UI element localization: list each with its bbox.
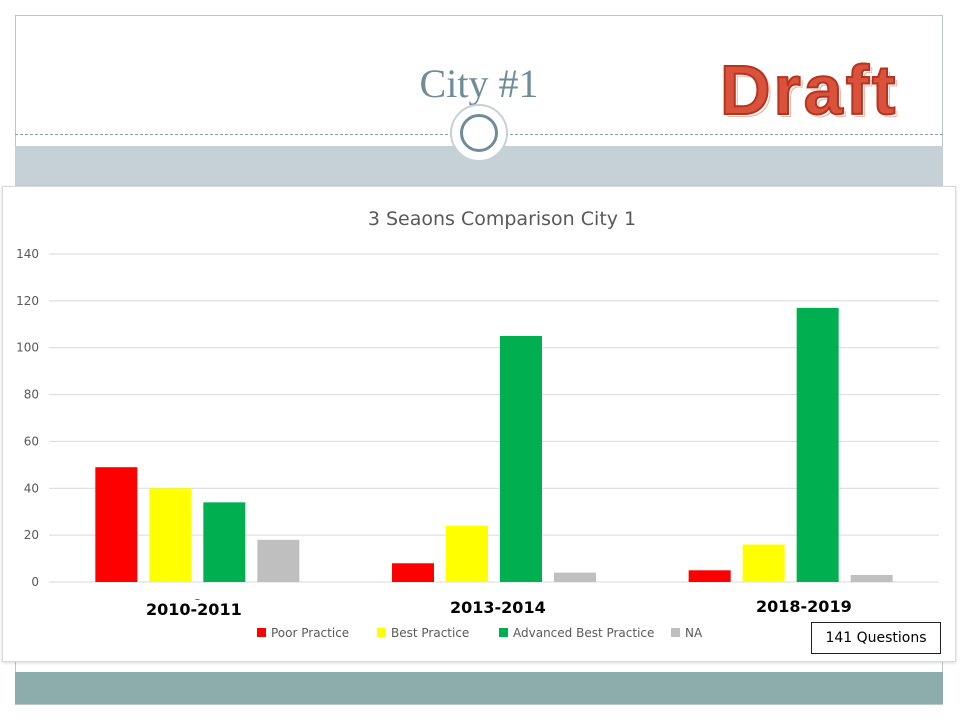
y-tick-label-0: 0 (31, 575, 39, 589)
chart-title: 3 Seaons Comparison City 1 (368, 208, 636, 230)
bar-na-1 (554, 572, 596, 582)
draft-watermark: Draft (719, 50, 899, 130)
legend-swatch-2 (499, 628, 508, 637)
bottom-band (15, 672, 943, 704)
bar-poor-practice-1 (392, 563, 434, 582)
y-tick-label-60: 60 (24, 434, 39, 448)
season-label-2013-2014: 2013-2014 (448, 598, 548, 617)
slide-title: City #1 (419, 61, 539, 106)
y-tick-label-140: 140 (16, 247, 39, 261)
legend-swatch-0 (257, 628, 266, 637)
chart-panel: 3 Seaons Comparison City 1 0 20 40 60 80 100 12… (2, 186, 956, 662)
bar-na-2 (850, 574, 893, 582)
bar-poor-practice-0 (95, 467, 138, 582)
bar-advanced-best-practice-2 (796, 307, 839, 582)
bar-advanced-best-practice-1 (500, 336, 542, 582)
season-label-2018-2019: 2018-2019 (754, 597, 854, 616)
legend-label-3: NA (685, 626, 703, 640)
bar-poor-practice-2 (688, 570, 731, 582)
y-tick-label-40: 40 (24, 481, 39, 495)
bar-chart: 3 Seaons Comparison City 1 0 20 40 60 80 100 12… (16, 208, 939, 640)
y-tick-label-100: 100 (16, 341, 39, 355)
legend-label-0: Poor Practice (271, 626, 349, 640)
title-band: City #1 (15, 15, 943, 135)
bar-best-practice-1 (446, 525, 488, 582)
bar-best-practice-0 (149, 488, 192, 582)
legend-label-2: Advanced Best Practice (513, 626, 654, 640)
divider-circle-icon (450, 104, 508, 162)
legend-label-1: Best Practice (391, 626, 469, 640)
bar-na-0 (257, 539, 300, 582)
questions-note: 141 Questions (811, 622, 941, 654)
bar-best-practice-2 (742, 544, 785, 582)
legend-swatch-3 (671, 628, 680, 637)
y-tick-label-20: 20 (24, 528, 39, 542)
divider-circle-inner (460, 114, 498, 152)
bar-advanced-best-practice-0 (203, 502, 246, 582)
y-tick-label-120: 120 (16, 294, 39, 308)
legend-swatch-1 (377, 628, 386, 637)
y-tick-label-80: 80 (24, 388, 39, 402)
season-label-2010-2011: 2010-2011 (144, 600, 244, 619)
